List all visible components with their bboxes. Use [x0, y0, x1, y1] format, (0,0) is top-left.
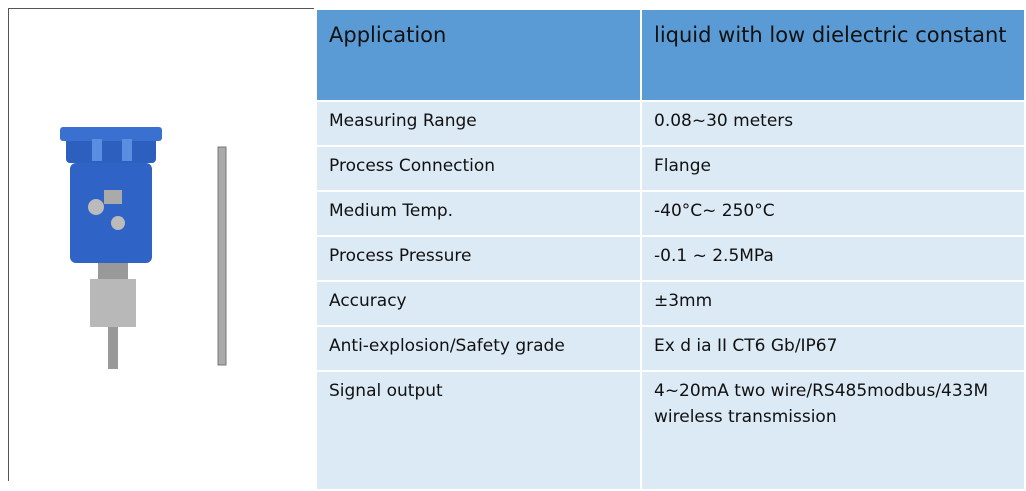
- housing-rim: [60, 127, 162, 141]
- table-row: Medium Temp.-40°C~ 250°C: [316, 191, 1025, 236]
- spec-name: Measuring Range: [316, 101, 641, 146]
- spec-name: Process Connection: [316, 146, 641, 191]
- housing-body: [70, 163, 152, 263]
- spec-value: -0.1 ~ 2.5MPa: [641, 236, 1025, 281]
- rod: [108, 327, 118, 369]
- spec-name: Process Pressure: [316, 236, 641, 281]
- neck: [98, 263, 128, 279]
- gland: [88, 199, 104, 215]
- header-cell: liquid with low dielectric constant: [641, 9, 1025, 101]
- spec-name: Anti-explosion/Safety grade: [316, 326, 641, 371]
- table-row: Process Pressure-0.1 ~ 2.5MPa: [316, 236, 1025, 281]
- spec-value: Ex d ia II CT6 Gb/IP67: [641, 326, 1025, 371]
- spec-value: 0.08~30 meters: [641, 101, 1025, 146]
- spec-name: Signal output: [316, 371, 641, 490]
- cap-rib: [92, 139, 102, 161]
- product-photo: [40, 125, 260, 385]
- spec-value: 4~20mA two wire/RS485modbus/433M wireles…: [641, 371, 1025, 490]
- thread: [90, 279, 136, 327]
- spec-name: Accuracy: [316, 281, 641, 326]
- spec-name: Medium Temp.: [316, 191, 641, 236]
- gland: [111, 216, 125, 230]
- probe-pipe: [218, 147, 226, 365]
- spec-value: Flange: [641, 146, 1025, 191]
- plate: [104, 190, 122, 204]
- table-row: Accuracy±3mm: [316, 281, 1025, 326]
- spec-value: -40°C~ 250°C: [641, 191, 1025, 236]
- cap-rib: [122, 139, 132, 161]
- header-cell: Application: [316, 9, 641, 101]
- spec-value: ±3mm: [641, 281, 1025, 326]
